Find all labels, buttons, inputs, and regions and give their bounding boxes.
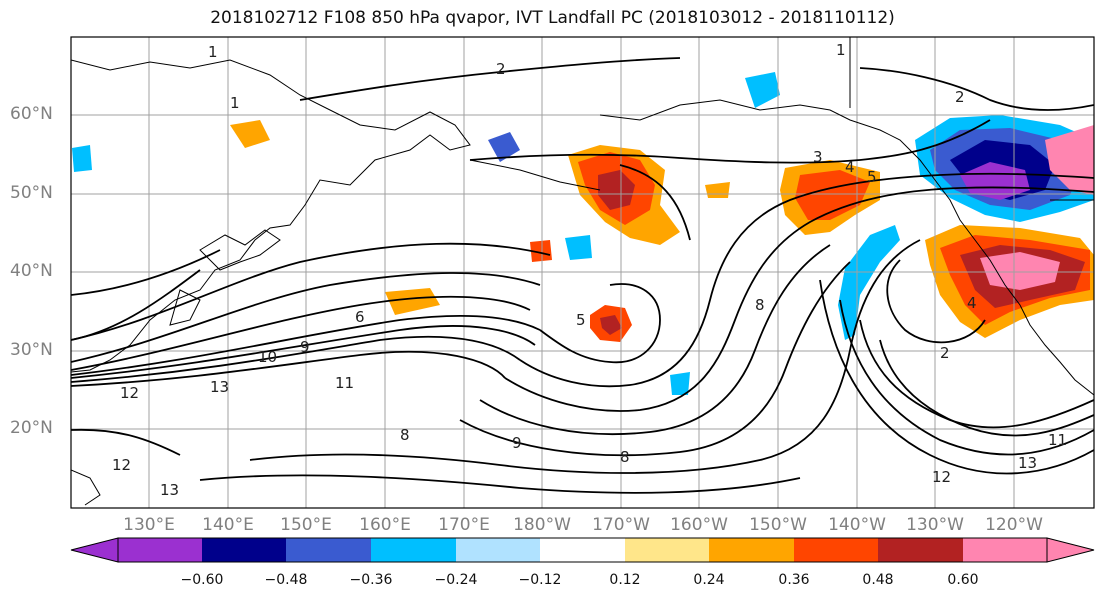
colorbar-segment xyxy=(118,538,202,562)
colorbar-segment xyxy=(456,538,540,562)
contour-label: 13 xyxy=(160,481,179,499)
ivt-contours xyxy=(71,57,1094,494)
colorbar-tick-label: 0.60 xyxy=(947,572,979,588)
colorbar-segment xyxy=(202,538,286,562)
contour-label: 12 xyxy=(120,384,139,402)
colorbar-segment xyxy=(709,538,794,562)
contour-label: 2 xyxy=(940,344,950,362)
contour-label: 3 xyxy=(813,148,823,166)
lon-label: 160°E xyxy=(359,515,411,535)
contour-label: 2 xyxy=(496,60,506,78)
lon-label: 180°W xyxy=(513,515,571,535)
colorbar-segment xyxy=(963,538,1047,562)
neg-anomaly-patch xyxy=(565,235,592,260)
neg-anomaly-patch xyxy=(745,72,780,108)
pos-anomaly-cal-pink xyxy=(980,252,1060,290)
neg-anomaly-bc-purple xyxy=(960,162,1030,200)
colorbar xyxy=(70,537,1095,563)
contour-labels: 1 1 1 2 2 3 4 5 5 6 8 8 8 9 9 10 11 11 1… xyxy=(112,41,1067,499)
lat-label: 50°N xyxy=(10,183,53,203)
colorbar-tick-label: 0.36 xyxy=(778,572,810,588)
pos-anomaly-patch xyxy=(230,120,270,148)
colorbar-tick-label: 0.12 xyxy=(609,572,641,588)
colorbar-tick-label: 0.48 xyxy=(862,572,894,588)
contour-label: 6 xyxy=(355,308,365,326)
contour-label: 9 xyxy=(300,338,310,356)
colorbar-tick-label: −0.24 xyxy=(434,572,478,588)
contour-label: 4 xyxy=(967,294,977,312)
pos-anomaly-goa-core xyxy=(795,170,870,220)
neg-anomaly-patch xyxy=(670,372,690,395)
contour-label: 12 xyxy=(112,456,131,474)
colorbar-right-extend xyxy=(1046,537,1095,563)
coastlines xyxy=(71,37,1094,506)
lon-label: 150°E xyxy=(280,515,332,535)
colorbar-tick-label: −0.60 xyxy=(180,572,224,588)
colorbar-segment xyxy=(540,538,625,562)
colorbar-segment xyxy=(286,538,371,562)
lon-label: 120°W xyxy=(985,515,1043,535)
lon-label: 160°W xyxy=(670,515,728,535)
colorbar-segment xyxy=(371,538,456,562)
pos-anomaly-np-core xyxy=(598,170,635,210)
colorbar-tick-label: 0.24 xyxy=(693,572,725,588)
lon-label: 130°W xyxy=(906,515,964,535)
contour-label: 8 xyxy=(755,296,765,314)
contour-label: 8 xyxy=(400,426,410,444)
pos-anomaly-patch xyxy=(385,288,440,315)
colorbar-tick-label: −0.48 xyxy=(264,572,308,588)
contour-label: 13 xyxy=(1018,454,1037,472)
lon-label: 140°W xyxy=(828,515,886,535)
colorbar-frame xyxy=(117,537,1048,563)
lat-label: 20°N xyxy=(10,418,53,438)
contour-label: 8 xyxy=(620,448,630,466)
contour-label: 5 xyxy=(576,311,586,329)
contour-label: 1 xyxy=(836,41,846,59)
contour-label: 4 xyxy=(845,158,855,176)
contour-label: 10 xyxy=(258,348,277,366)
pos-anomaly-patch xyxy=(530,240,552,262)
colorbar-tick-label: −0.36 xyxy=(349,572,393,588)
colorbar-left-extend xyxy=(70,537,119,563)
contour-label: 12 xyxy=(932,468,951,486)
colorbar-segment xyxy=(878,538,963,562)
colorbar-tick-label: −0.12 xyxy=(518,572,562,588)
contour-label: 9 xyxy=(512,434,522,452)
contour-label: 2 xyxy=(955,88,965,106)
lon-label: 130°E xyxy=(123,515,175,535)
figure-title: 2018102712 F108 850 hPa qvapor, IVT Land… xyxy=(210,8,895,28)
lon-label: 170°E xyxy=(438,515,490,535)
shading-layer xyxy=(72,72,1094,395)
contour-label: 5 xyxy=(867,168,877,186)
colorbar-segment xyxy=(794,538,878,562)
lat-label: 60°N xyxy=(10,104,53,124)
pos-anomaly-central-core xyxy=(600,315,622,335)
map-frame xyxy=(70,36,1095,509)
contour-label: 1 xyxy=(230,94,240,112)
lon-label: 170°W xyxy=(592,515,650,535)
lon-label: 150°W xyxy=(749,515,807,535)
neg-anomaly-patch xyxy=(488,132,520,162)
graticule xyxy=(71,37,1094,508)
neg-anomaly-band xyxy=(838,225,900,340)
contour-label: 1 xyxy=(208,43,218,61)
lon-label: 140°E xyxy=(202,515,254,535)
neg-anomaly-patch xyxy=(72,145,92,172)
lat-label: 40°N xyxy=(10,261,53,281)
contour-label: 13 xyxy=(210,378,229,396)
contour-label: 11 xyxy=(335,374,354,392)
lat-label: 30°N xyxy=(10,340,53,360)
contour-label: 11 xyxy=(1048,431,1067,449)
colorbar-segment xyxy=(625,538,709,562)
